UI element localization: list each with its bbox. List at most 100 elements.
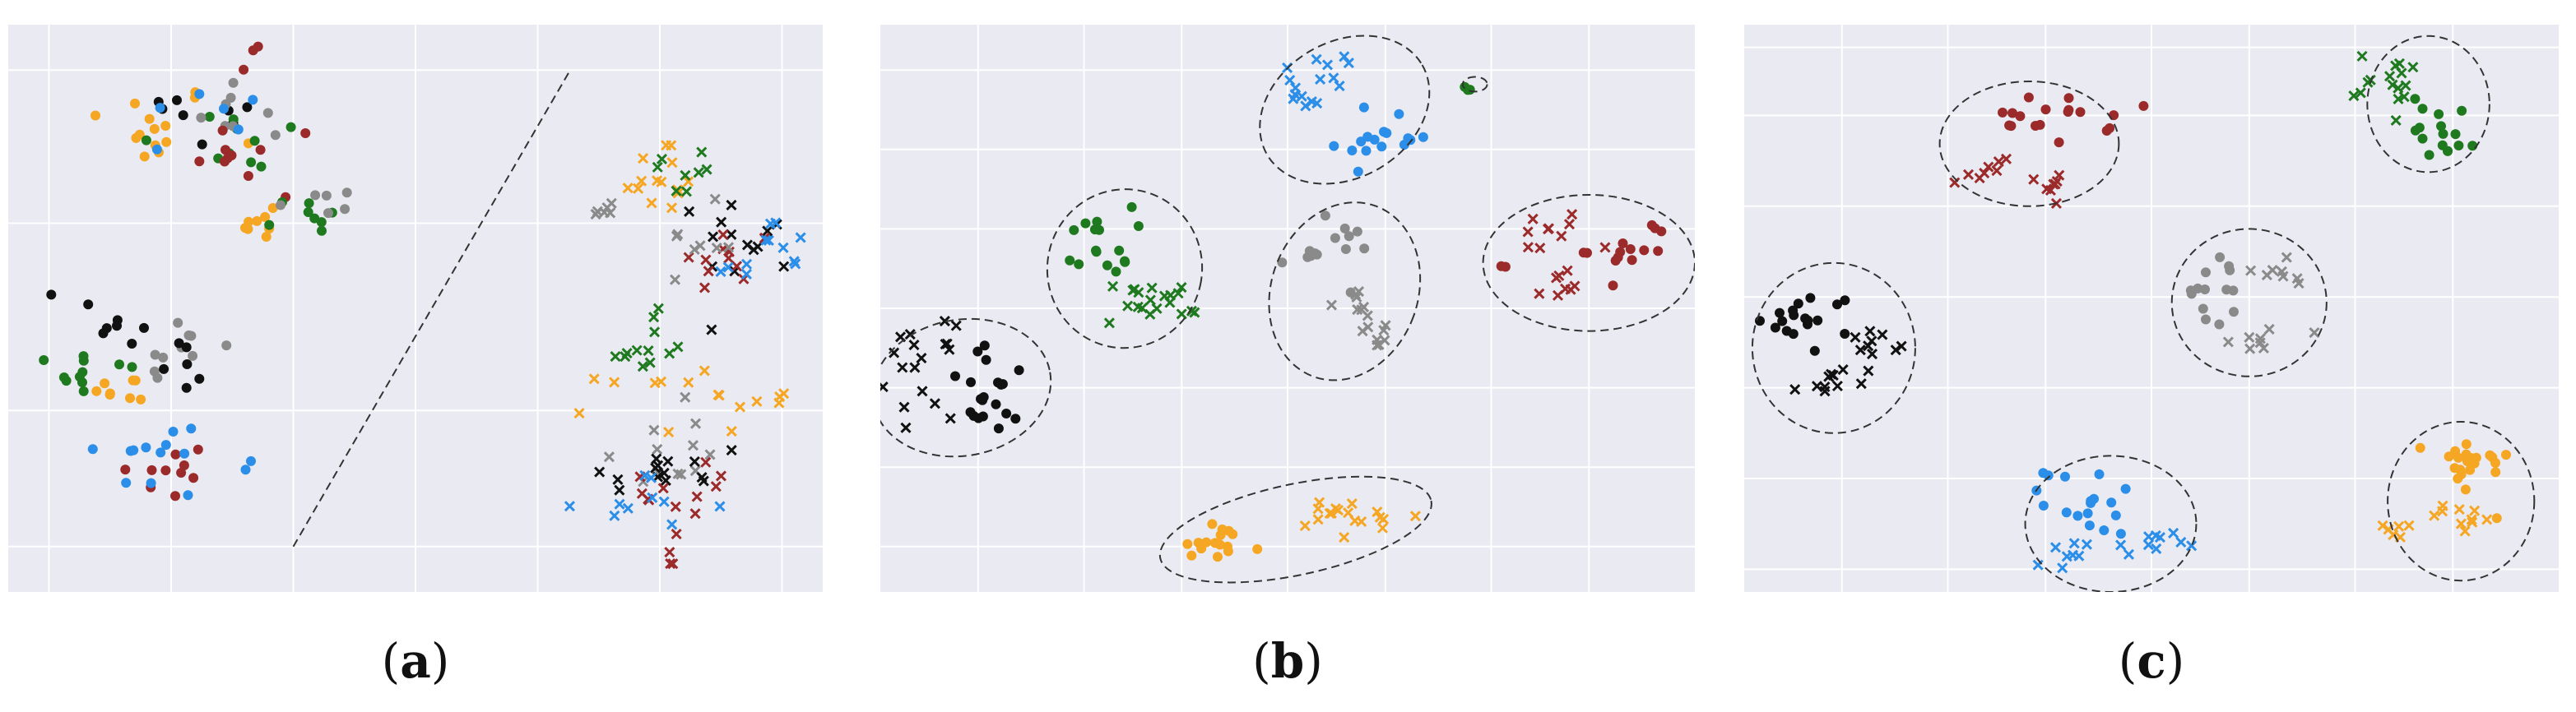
data-point-cross [726, 229, 737, 240]
cluster-boundary-ellipse [1268, 201, 1422, 381]
data-point-dot [261, 232, 272, 242]
cluster-gray-dots [149, 317, 232, 383]
data-point-dot [1330, 233, 1340, 243]
data-point-dot [1781, 326, 1792, 336]
scatter-panel-c [1744, 25, 2559, 592]
data-point-cross [760, 234, 772, 246]
cluster-black-crosses [1789, 363, 1867, 397]
data-point-dot [1359, 243, 1370, 254]
data-point-cross [1343, 58, 1354, 69]
data-point-dot [160, 465, 171, 476]
cluster-blue-dots [240, 455, 256, 475]
data-point-dot [1803, 315, 1813, 326]
data-point-cross [2051, 176, 2063, 187]
data-point-dot [83, 299, 94, 310]
cluster-gray-crosses [603, 391, 716, 488]
data-point-cross [880, 381, 889, 393]
data-point-dot [1352, 226, 1362, 237]
data-point-dot [150, 349, 160, 360]
cluster-red-dots [1578, 220, 1667, 291]
data-point-cross [622, 502, 634, 514]
data-point-cross [1306, 96, 1317, 108]
data-point-dot [2023, 92, 2034, 103]
data-point-dot [965, 407, 976, 418]
scatter-panel-a [8, 25, 823, 592]
cluster-boundary-ellipse [2366, 35, 2490, 173]
caption-letter-c: c [2137, 633, 2166, 689]
caption-letter-b: b [1270, 633, 1305, 689]
data-point-cross [2054, 169, 2065, 181]
cluster-orange-dots [240, 203, 278, 242]
data-point-dot [170, 491, 180, 502]
data-point-cross [700, 254, 712, 266]
data-point-dot [104, 390, 115, 400]
data-point-cross [2377, 520, 2388, 531]
data-point-cross [590, 208, 601, 220]
data-point-cross [1534, 243, 1546, 254]
data-point-dot [1805, 293, 1816, 303]
data-point-dot [139, 322, 149, 333]
cluster-gray-crosses [1325, 286, 1373, 321]
data-point-dot [240, 223, 250, 233]
cluster-black-dots [950, 340, 1024, 434]
data-point-cross [649, 377, 661, 389]
data-point-dot [341, 187, 352, 198]
data-point-cross [672, 341, 684, 353]
data-point-dot [1618, 238, 1628, 248]
data-point-cross [1176, 282, 1187, 294]
data-point-dot [2061, 507, 2072, 518]
cluster-gray-crosses [590, 197, 617, 220]
data-point-cross [694, 240, 706, 252]
cluster-boundary-ellipse [1938, 80, 2120, 207]
data-point-cross [1896, 340, 1907, 352]
scatter-plot-b [880, 25, 1695, 592]
data-point-dot [1320, 210, 1330, 221]
data-point-cross [680, 391, 691, 403]
data-point-cross [1890, 344, 1901, 356]
data-point-cross [672, 468, 684, 479]
data-point-cross [1826, 368, 1837, 380]
data-point-cross [790, 258, 801, 270]
cluster-blue-crosses [2032, 538, 2092, 574]
data-point-cross [1289, 89, 1301, 100]
cluster-red-crosses [1949, 153, 2012, 188]
data-point-cross [2168, 527, 2179, 539]
data-point-cross [1324, 507, 1335, 519]
cluster-green-dots [1065, 201, 1144, 277]
cluster-red-dots [1998, 92, 2149, 148]
data-point-dot [2225, 265, 2235, 275]
data-point-dot [1182, 539, 1193, 549]
data-point-dot [228, 77, 239, 88]
cluster-green-dots [39, 351, 137, 396]
data-point-dot [1207, 519, 1218, 529]
data-point-cross [1350, 289, 1362, 300]
data-point-cross [1991, 164, 2003, 177]
data-point-dot [240, 465, 251, 475]
cluster-boundary-ellipse [2387, 420, 2536, 582]
data-point-cross [740, 258, 753, 270]
data-point-cross [1565, 284, 1576, 295]
data-point-cross [2068, 538, 2080, 549]
data-point-cross [1315, 73, 1326, 86]
cluster-green-crosses [1103, 280, 1200, 329]
data-point-dot [46, 289, 57, 300]
data-point-dot [1777, 316, 1788, 326]
data-point-cross [651, 175, 663, 187]
data-point-cross [650, 462, 661, 474]
data-point-cross [1542, 224, 1554, 235]
data-point-dot [1646, 220, 1657, 230]
data-point-cross [1949, 177, 1961, 188]
data-point-cross [1819, 386, 1831, 397]
data-point-dot [323, 208, 333, 219]
data-point-dot [979, 340, 990, 351]
data-point-cross [710, 481, 722, 492]
data-point-dot [2120, 483, 2131, 494]
cluster-blue-dots [2031, 468, 2131, 539]
data-point-cross [1599, 242, 1611, 253]
data-point-dot [1223, 525, 1234, 536]
data-point-cross [1534, 288, 1545, 299]
data-point-dot [253, 41, 263, 52]
data-point-cross [2393, 93, 2404, 104]
data-point-dot [2185, 285, 2196, 296]
cluster-boundary-ellipse [1461, 76, 1488, 93]
